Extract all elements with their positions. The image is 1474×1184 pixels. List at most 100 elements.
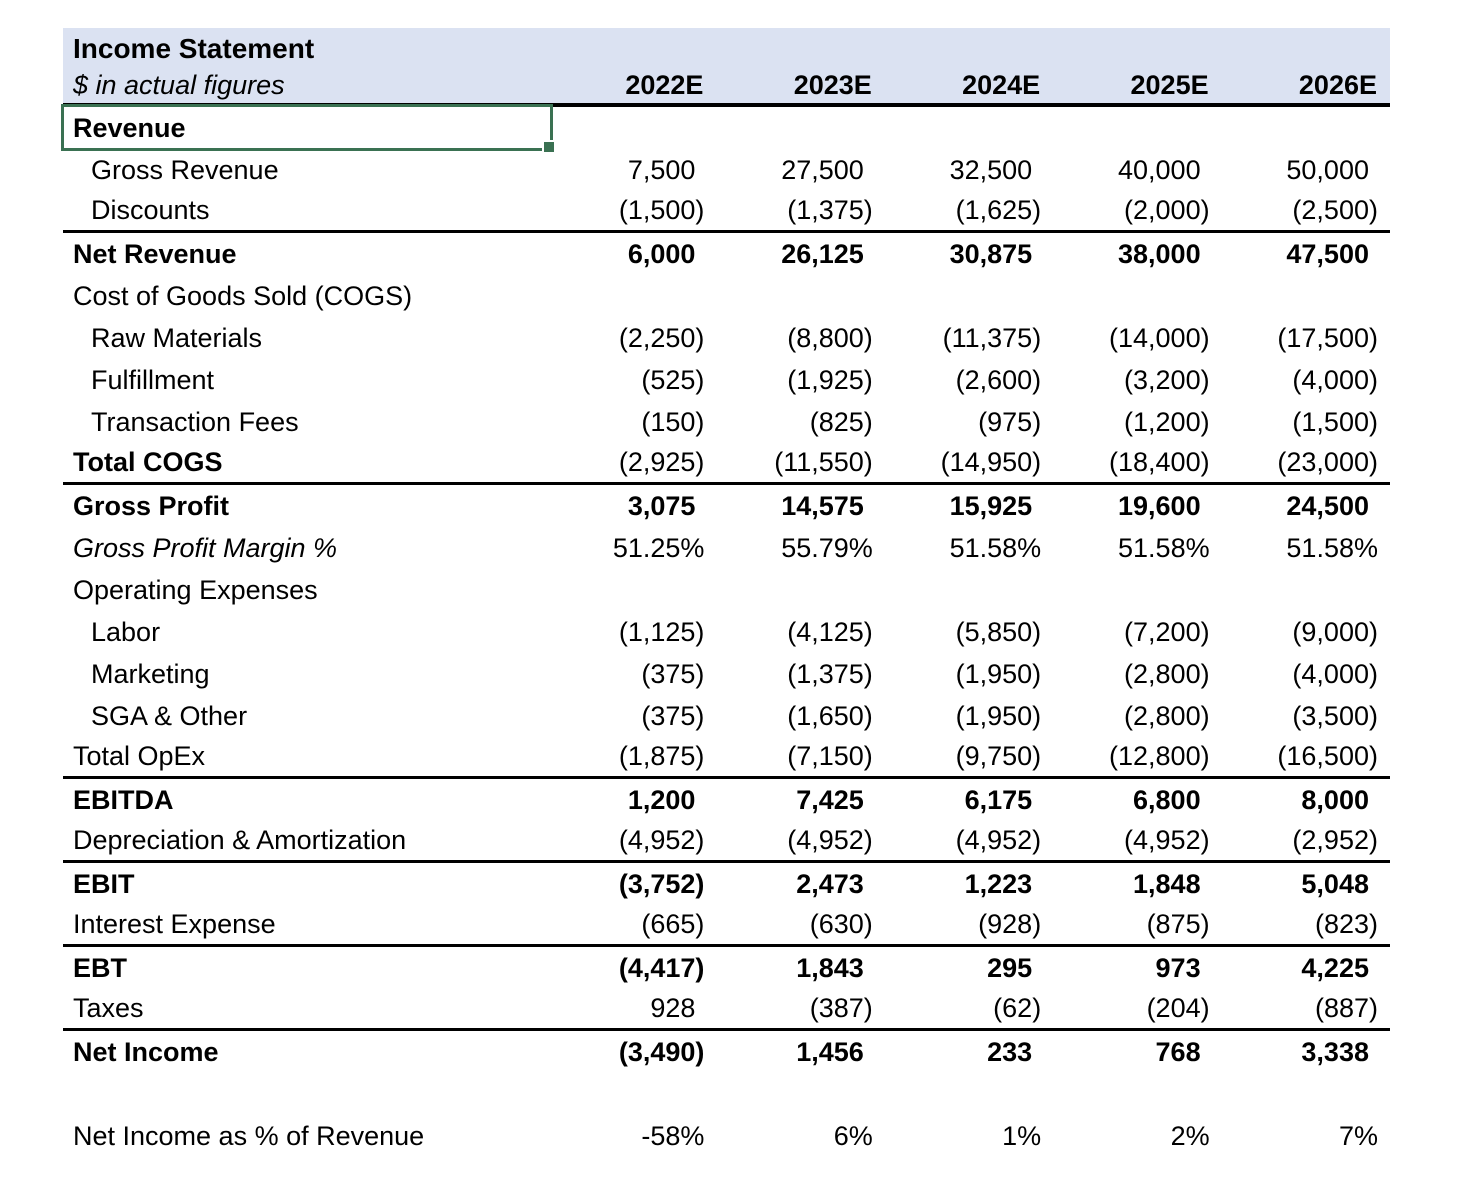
value-cell[interactable]: 4,225 (1301, 952, 1369, 983)
column-header-year[interactable]: 2023E (793, 70, 872, 100)
value-cell[interactable]: 233 (987, 1036, 1033, 1067)
value-cell[interactable]: 6,000 (627, 238, 696, 269)
value-cell[interactable]: (825) (809, 406, 873, 437)
value-cell[interactable]: 7% (1338, 1120, 1378, 1151)
value-cell[interactable]: (4,000) (1292, 364, 1378, 395)
value-cell[interactable]: (3,752) (618, 868, 705, 899)
value-cell[interactable]: 7,425 (796, 784, 864, 815)
value-cell[interactable]: (4,952) (618, 825, 705, 855)
value-cell[interactable]: 40,000 (1118, 154, 1201, 185)
value-cell[interactable]: (8,800) (787, 322, 873, 353)
value-cell[interactable]: 51.58% (1286, 532, 1378, 563)
value-cell[interactable]: (4,952) (955, 825, 1042, 855)
row-label-cell[interactable]: Total COGS (73, 447, 223, 477)
value-cell[interactable]: (150) (641, 406, 705, 437)
value-cell[interactable]: 24,500 (1286, 490, 1369, 521)
row-label-cell[interactable]: Raw Materials (91, 322, 263, 353)
value-cell[interactable]: 30,875 (949, 238, 1033, 269)
value-cell[interactable]: (1,875) (618, 741, 705, 771)
row-label-cell[interactable]: Gross Revenue (91, 154, 279, 185)
value-cell[interactable]: (2,250) (618, 322, 705, 353)
value-cell[interactable]: 768 (1155, 1036, 1201, 1067)
value-cell[interactable]: 7,500 (627, 154, 696, 185)
column-header-year[interactable]: 2026E (1298, 70, 1377, 100)
value-cell[interactable]: (975) (978, 406, 1042, 437)
value-cell[interactable]: (665) (641, 909, 705, 939)
value-cell[interactable]: (1,500) (618, 195, 705, 225)
value-cell[interactable]: 1,843 (796, 952, 864, 983)
value-cell[interactable]: (1,500) (1292, 406, 1378, 437)
column-header-year[interactable]: 2025E (1130, 70, 1209, 100)
value-cell[interactable]: 51.58% (1118, 532, 1210, 563)
value-cell[interactable]: 51.25% (612, 532, 705, 563)
value-cell[interactable]: 1,456 (796, 1036, 864, 1067)
row-label-cell[interactable]: Interest Expense (73, 909, 276, 939)
row-label-cell[interactable]: EBIT (73, 868, 135, 899)
row-label-cell[interactable]: Gross Profit Margin % (73, 532, 338, 563)
value-cell[interactable]: (12,800) (1109, 741, 1210, 771)
value-cell[interactable]: (1,375) (787, 658, 873, 689)
value-cell[interactable]: (1,650) (787, 700, 873, 731)
value-cell[interactable]: 1,200 (627, 784, 696, 815)
value-cell[interactable]: (4,952) (1124, 825, 1210, 855)
row-label-cell[interactable]: EBT (73, 952, 127, 983)
value-cell[interactable]: 295 (987, 952, 1033, 983)
value-cell[interactable]: (1,375) (787, 195, 873, 225)
value-cell[interactable]: (630) (809, 909, 873, 939)
value-cell[interactable]: (2,000) (1124, 195, 1210, 225)
value-cell[interactable]: (1,200) (1124, 406, 1210, 437)
value-cell[interactable]: 6% (833, 1120, 873, 1151)
row-label-cell[interactable]: Net Income (73, 1036, 219, 1067)
value-cell[interactable]: (204) (1146, 993, 1210, 1023)
value-cell[interactable]: 5,048 (1301, 868, 1369, 899)
row-label-cell[interactable]: Transaction Fees (91, 406, 299, 437)
value-cell[interactable]: (2,800) (1124, 658, 1210, 689)
value-cell[interactable]: 47,500 (1286, 238, 1369, 269)
value-cell[interactable]: 1,848 (1133, 868, 1201, 899)
value-cell[interactable]: (1,625) (955, 195, 1042, 225)
column-header-year[interactable]: 2022E (625, 70, 704, 100)
value-cell[interactable]: (2,800) (1124, 700, 1210, 731)
value-cell[interactable]: (1,950) (955, 700, 1042, 731)
value-cell[interactable]: 32,500 (949, 154, 1033, 185)
value-cell[interactable]: 928 (650, 993, 696, 1023)
value-cell[interactable]: 50,000 (1286, 154, 1369, 185)
value-cell[interactable]: 51.58% (949, 532, 1042, 563)
value-cell[interactable]: (4,000) (1292, 658, 1378, 689)
value-cell[interactable]: (875) (1146, 909, 1210, 939)
value-cell[interactable]: (17,500) (1277, 322, 1378, 353)
value-cell[interactable]: (14,950) (940, 447, 1042, 477)
value-cell[interactable]: (16,500) (1277, 741, 1378, 771)
value-cell[interactable]: 14,575 (781, 490, 864, 521)
value-cell[interactable]: (7,150) (787, 741, 873, 771)
row-label-cell[interactable]: Discounts (91, 195, 210, 225)
value-cell[interactable]: (2,600) (955, 364, 1042, 395)
value-cell[interactable]: 3,338 (1301, 1036, 1369, 1067)
value-cell[interactable]: (3,200) (1124, 364, 1210, 395)
value-cell[interactable]: (375) (641, 700, 705, 731)
row-label-cell[interactable]: Fulfillment (91, 364, 215, 395)
row-label-cell[interactable]: Net Income as % of Revenue (73, 1120, 425, 1151)
value-cell[interactable]: (887) (1314, 993, 1378, 1023)
value-cell[interactable]: (1,950) (955, 658, 1042, 689)
fill-handle[interactable] (542, 140, 556, 154)
value-cell[interactable]: (2,500) (1292, 195, 1378, 225)
value-cell[interactable]: -58% (641, 1120, 705, 1151)
value-cell[interactable]: 2% (1170, 1120, 1210, 1151)
value-cell[interactable]: 3,075 (627, 490, 696, 521)
value-cell[interactable]: (23,000) (1277, 447, 1378, 477)
value-cell[interactable]: 2,473 (796, 868, 864, 899)
value-cell[interactable]: (3,490) (618, 1036, 705, 1067)
row-label-cell[interactable]: Gross Profit (73, 490, 230, 521)
value-cell[interactable]: (928) (978, 909, 1042, 939)
value-cell[interactable]: (5,850) (955, 616, 1042, 647)
row-label-cell[interactable]: Marketing (91, 658, 210, 689)
value-cell[interactable]: 15,925 (949, 490, 1033, 521)
value-cell[interactable]: 38,000 (1118, 238, 1201, 269)
row-label-cell[interactable]: SGA & Other (91, 700, 248, 731)
value-cell[interactable]: 55.79% (781, 532, 873, 563)
value-cell[interactable]: (9,750) (955, 741, 1042, 771)
value-cell[interactable]: 6,175 (964, 784, 1033, 815)
value-cell[interactable]: 26,125 (781, 238, 864, 269)
row-label-cell[interactable]: Operating Expenses (73, 574, 318, 605)
